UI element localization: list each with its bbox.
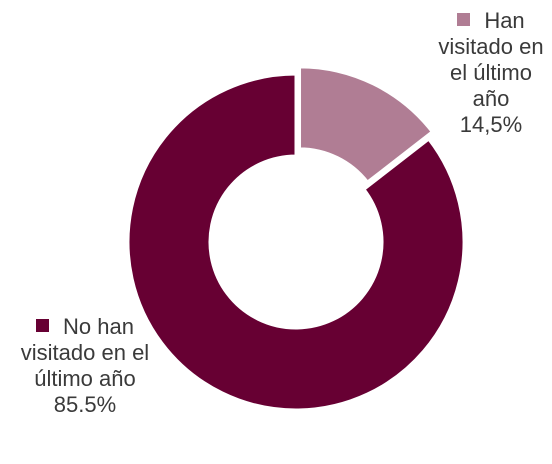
legend-swatch-not-visited bbox=[36, 319, 50, 332]
slice-label-visited: Han visitado en el último año 14,5% bbox=[432, 8, 550, 138]
legend-swatch-visited bbox=[457, 13, 471, 26]
slice-label-not-visited-text: No han visitado en el último año bbox=[20, 314, 150, 391]
slice-label-visited-text: Han visitado en el último año bbox=[438, 8, 544, 111]
slice-visited bbox=[298, 65, 435, 185]
slice-not-visited bbox=[126, 72, 466, 412]
slice-value-visited: 14,5% bbox=[459, 112, 523, 137]
slice-label-not-visited: No han visitado en el último año 85.5% bbox=[20, 314, 150, 418]
slice-value-not-visited: 85.5% bbox=[53, 392, 117, 417]
